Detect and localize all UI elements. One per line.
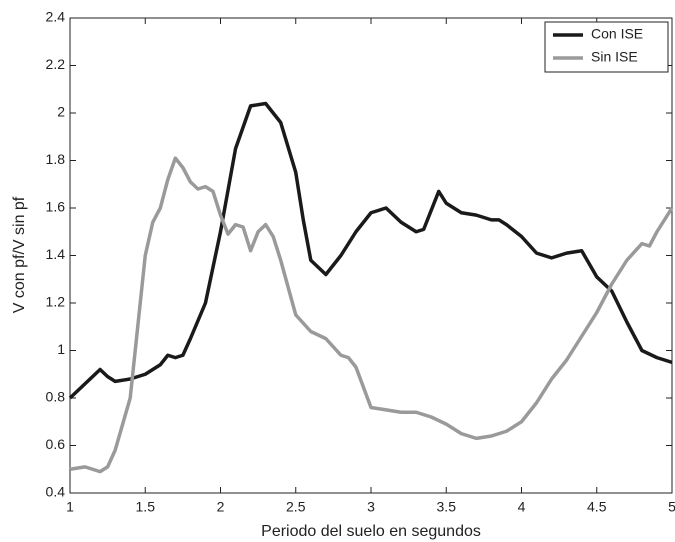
- x-tick-label: 4.5: [587, 499, 607, 515]
- legend-label: Con ISE: [591, 26, 643, 42]
- data-line: [69, 156, 674, 474]
- y-tick-label: 1.2: [46, 294, 66, 310]
- legend-box: [544, 21, 669, 73]
- y-tick-label: 2: [57, 104, 65, 120]
- legend-label: Sin ISE: [591, 49, 638, 65]
- data-line: [68, 101, 673, 400]
- y-tick-label: 0.8: [46, 389, 66, 405]
- y-axis-label: V con pf/V sin pf: [11, 196, 28, 313]
- y-tick-label: 0.6: [46, 436, 66, 452]
- x-tick-label: 4: [518, 499, 526, 515]
- y-tick-label: 0.4: [46, 484, 66, 500]
- x-tick-label: 5: [668, 499, 675, 515]
- x-tick-label: 2: [217, 499, 225, 515]
- x-tick-label: 3.5: [437, 499, 457, 515]
- y-tick-label: 1.4: [46, 246, 66, 262]
- y-tick-label: 1.8: [46, 151, 66, 167]
- y-tick-label: 2.4: [46, 9, 66, 25]
- x-axis-label: Periodo del suelo en segundos: [261, 523, 481, 540]
- y-tick-label: 1.6: [46, 199, 66, 215]
- x-tick-label: 1: [66, 499, 74, 515]
- x-tick-label: 3: [367, 499, 375, 515]
- y-tick-label: 1: [57, 341, 65, 357]
- x-tick-label: 2.5: [286, 499, 306, 515]
- y-tick-label: 2.2: [46, 56, 66, 72]
- x-tick-label: 1.5: [136, 499, 156, 515]
- plot-frame: [69, 17, 673, 494]
